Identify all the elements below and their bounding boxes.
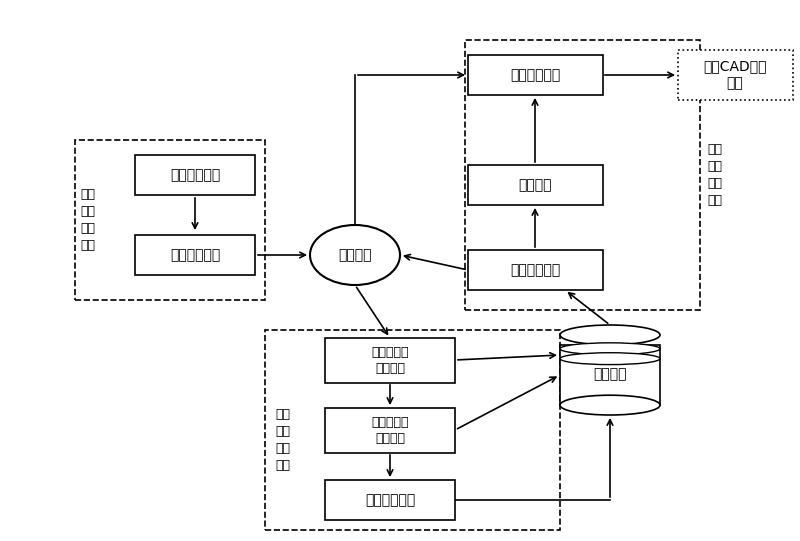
Text: 语义
模型
定义
模块: 语义 模型 定义 模块 [81,188,95,252]
Text: 语义
模型
解释
模块: 语义 模型 解释 模块 [707,143,722,207]
Text: 典型件库: 典型件库 [594,367,626,381]
Bar [465,40,700,310]
Ellipse shape [310,225,400,285]
Text: 参数选取: 参数选取 [518,178,552,192]
Text: 语义模型生成: 语义模型生成 [170,248,220,262]
Bar [135,235,255,275]
Text: 语义模型选取: 语义模型选取 [510,263,560,277]
Text: 三维CAD数据
接口: 三维CAD数据 接口 [703,60,766,91]
Text: 典型件管理
节点控制: 典型件管理 节点控制 [371,415,409,445]
Text: 典型
件库
管理
模块: 典型 件库 管理 模块 [275,408,290,472]
Bar [678,50,793,100]
Bar [325,480,455,520]
Ellipse shape [560,395,660,415]
Bar [75,140,265,300]
Text: 语义模型解释: 语义模型解释 [510,68,560,82]
Text: 语义模型定义: 语义模型定义 [170,168,220,182]
Text: 语义模型: 语义模型 [338,248,372,262]
Ellipse shape [560,343,660,355]
Bar [325,407,455,452]
Bar [325,338,455,382]
Bar [467,55,602,95]
Ellipse shape [560,325,660,345]
Bar [560,345,660,405]
Text: 语义模型存储: 语义模型存储 [365,493,415,507]
Text: 典型件管理
节点构建: 典型件管理 节点构建 [371,346,409,374]
Bar [467,250,602,290]
Bar [265,330,560,530]
Ellipse shape [560,353,660,365]
Bar [135,155,255,195]
Bar [467,165,602,205]
